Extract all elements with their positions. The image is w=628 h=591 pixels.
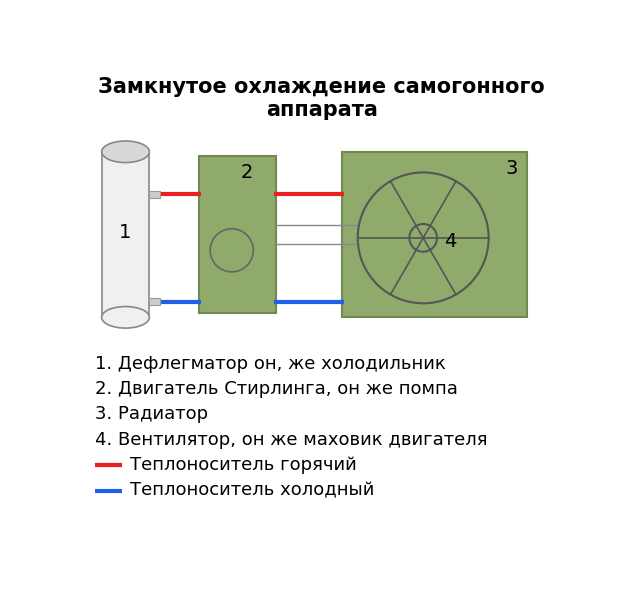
Text: 3. Радиатор: 3. Радиатор — [95, 405, 208, 423]
Bar — [149, 298, 160, 306]
Text: 1. Дефлегматор он, же холодильник: 1. Дефлегматор он, же холодильник — [95, 355, 447, 372]
Text: 1: 1 — [119, 223, 132, 242]
Bar — [149, 191, 160, 197]
Polygon shape — [102, 152, 149, 317]
Text: 4. Вентилятор, он же маховик двигателя: 4. Вентилятор, он же маховик двигателя — [95, 431, 488, 449]
Text: Теплоноситель холодный: Теплоноситель холодный — [130, 482, 374, 499]
Text: Теплоноситель горячий: Теплоноситель горячий — [130, 456, 357, 474]
Text: 3: 3 — [505, 159, 517, 178]
Bar — [342, 152, 527, 317]
Text: Замкнутое охлаждение самогонного
аппарата: Замкнутое охлаждение самогонного аппарат… — [99, 77, 545, 121]
Text: 2. Двигатель Стирлинга, он же помпа: 2. Двигатель Стирлинга, он же помпа — [95, 380, 458, 398]
Ellipse shape — [102, 141, 149, 163]
Bar — [200, 155, 276, 313]
Text: 2: 2 — [241, 163, 253, 182]
Text: 4: 4 — [444, 232, 457, 251]
Ellipse shape — [102, 307, 149, 328]
